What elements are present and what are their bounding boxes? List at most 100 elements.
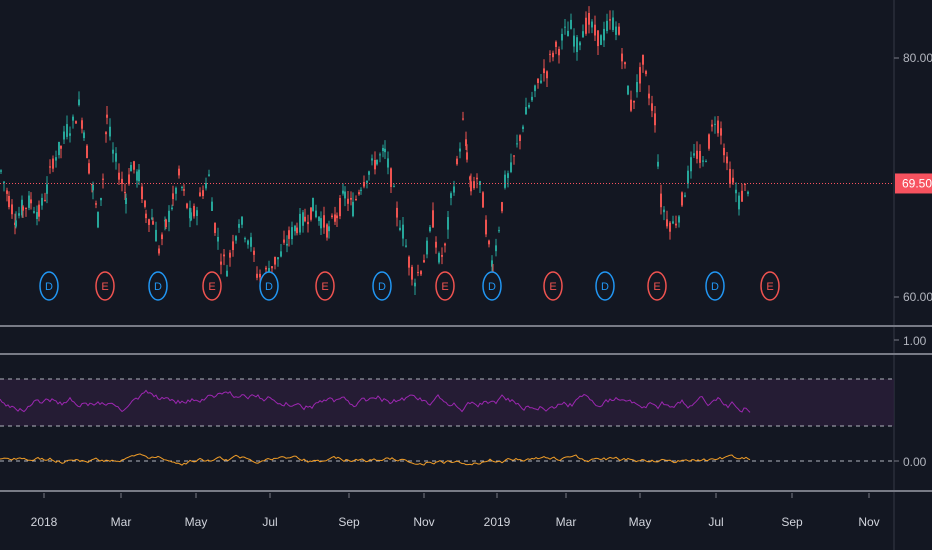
candle-up — [286, 244, 288, 246]
event-marker-label: E — [653, 281, 660, 293]
candle-down — [642, 55, 644, 65]
candle-up — [438, 253, 440, 262]
candle-up — [97, 212, 99, 227]
candle-up — [33, 211, 35, 213]
candle-down — [133, 161, 135, 170]
candle-down — [485, 220, 487, 235]
candle-down — [25, 208, 27, 209]
candle-down — [95, 203, 97, 204]
candle-down — [696, 151, 698, 159]
candle-down — [121, 179, 123, 184]
candle-up — [453, 186, 455, 192]
candle-up — [705, 161, 707, 162]
candle-up — [360, 190, 362, 191]
candle-down — [390, 168, 392, 187]
candle-down — [202, 190, 204, 196]
candle-up — [352, 202, 354, 216]
candle-up — [426, 241, 428, 255]
x-tick-label: 2019 — [484, 515, 511, 529]
candle-up — [190, 212, 192, 220]
candle-up — [125, 198, 127, 204]
candle-up — [573, 36, 575, 47]
candle-down — [374, 160, 376, 169]
candle-down — [22, 206, 24, 210]
candle-up — [171, 208, 173, 209]
candle-up — [606, 21, 608, 31]
candle-up — [241, 217, 243, 225]
event-marker-label: D — [154, 281, 162, 293]
candle-down — [81, 120, 83, 128]
candle-down — [75, 121, 77, 124]
candle-down — [537, 79, 539, 83]
candle-down — [106, 115, 108, 118]
candle-up — [525, 107, 527, 114]
candle-down — [411, 267, 413, 280]
event-marker-label: D — [711, 281, 719, 293]
candle-down — [432, 210, 434, 227]
candle-down — [476, 178, 478, 180]
candle-down — [11, 204, 13, 214]
candle-up — [498, 230, 500, 231]
candle-up — [83, 132, 85, 138]
candle-down — [172, 193, 174, 199]
x-tick-label: Jul — [262, 515, 277, 529]
candle-down — [347, 199, 349, 204]
candle-up — [387, 158, 389, 167]
candle-up — [318, 217, 320, 221]
candle-down — [588, 13, 590, 25]
candle-down — [165, 220, 167, 227]
candle-up — [747, 192, 749, 194]
candle-down — [651, 103, 653, 111]
event-marker-label: E — [549, 281, 556, 293]
y-tick-label-80: 80.00 — [903, 51, 932, 65]
candle-down — [396, 208, 398, 218]
candle-down — [60, 146, 62, 149]
candle-down — [363, 182, 365, 186]
candle-down — [307, 222, 309, 224]
candle-up — [636, 82, 638, 92]
candle-down — [624, 62, 626, 64]
candle-down — [296, 228, 298, 234]
candle-up — [291, 227, 293, 239]
candle-down — [145, 214, 147, 218]
candle-up — [714, 124, 716, 125]
x-tick-label: Sep — [781, 515, 803, 529]
candle-down — [259, 274, 261, 278]
candle-up — [414, 283, 416, 287]
candle-up — [579, 42, 581, 45]
candle-up — [672, 221, 674, 223]
candle-down — [265, 268, 267, 270]
candle-up — [379, 154, 381, 155]
candle-down — [723, 148, 725, 155]
candle-down — [102, 179, 104, 180]
candle-up — [684, 195, 686, 196]
candle-down — [597, 30, 599, 46]
candle-down — [648, 94, 650, 99]
candle-down — [288, 230, 290, 239]
candle-up — [690, 157, 692, 171]
candle-down — [253, 251, 255, 255]
candle-down — [729, 169, 731, 184]
candle-down — [271, 266, 273, 268]
candle-down — [310, 207, 312, 219]
candle-down — [355, 199, 357, 200]
candle-down — [30, 199, 32, 203]
candle-down — [49, 166, 51, 167]
candle-down — [609, 19, 611, 20]
candle-down — [666, 219, 668, 226]
candle-down — [711, 125, 713, 127]
candle-up — [344, 192, 346, 199]
candle-down — [720, 128, 722, 135]
candle-up — [130, 165, 132, 171]
candle-up — [302, 212, 304, 226]
candle-down — [618, 27, 620, 35]
candle-down — [334, 215, 336, 222]
candle-up — [28, 196, 30, 208]
candle-up — [627, 86, 629, 94]
candle-up — [459, 149, 461, 152]
candle-up — [522, 127, 524, 129]
candle-down — [214, 223, 216, 233]
candle-up — [615, 27, 617, 35]
